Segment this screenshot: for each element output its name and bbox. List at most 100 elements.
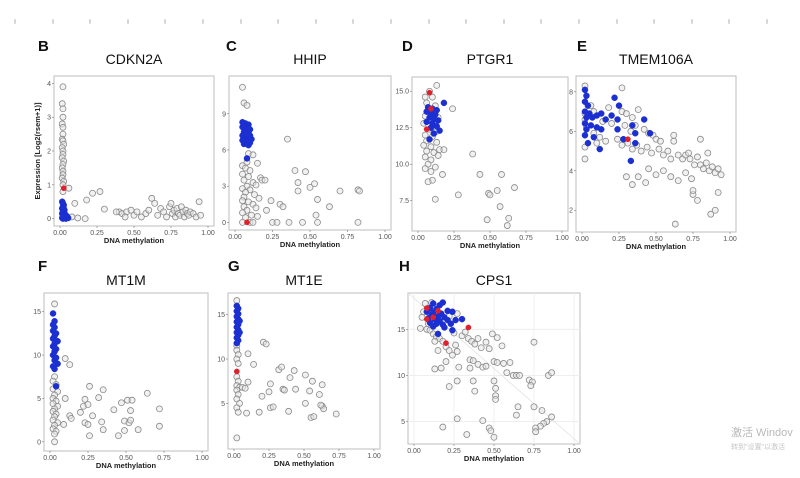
data-point-blue: [436, 127, 443, 134]
x-tick-label: 0.75: [164, 230, 178, 237]
data-point-grey: [269, 403, 277, 411]
data-point-grey: [59, 123, 67, 131]
x-tick-label: 1.00: [723, 236, 737, 243]
y-tick-label: 12.5: [395, 125, 409, 132]
data-point-grey: [648, 149, 655, 157]
data-point-grey: [702, 159, 710, 167]
x-tick-label: 0.00: [411, 235, 425, 242]
data-point-blue: [596, 145, 604, 153]
x-tick-label: 0.75: [341, 234, 355, 241]
data-point-grey: [699, 165, 707, 173]
panel-letter: F: [38, 258, 48, 275]
data-point-grey: [163, 213, 170, 221]
panel-letter: E: [577, 38, 588, 55]
data-point-grey: [84, 421, 92, 428]
y-tick-label: 5: [37, 396, 41, 403]
data-point-grey: [469, 377, 477, 385]
data-point-grey: [249, 218, 257, 226]
data-point-grey: [708, 163, 716, 171]
data-point-grey: [431, 365, 439, 373]
data-point-blue: [597, 126, 605, 133]
chart-title: MT1E: [285, 272, 323, 288]
chart-title: CDKN2A: [105, 51, 163, 67]
data-point-red: [465, 324, 472, 331]
data-point-grey: [664, 147, 672, 155]
x-tick-label: 0.00: [575, 236, 589, 243]
top-dashed-separator: [0, 19, 800, 25]
data-point-grey: [485, 345, 493, 353]
y-tick-label: 6: [569, 129, 573, 136]
data-point-grey: [488, 330, 496, 338]
data-point-grey: [433, 81, 441, 89]
data-point-grey: [420, 141, 428, 149]
data-point-grey: [581, 155, 589, 163]
y-tick-label: 10: [217, 357, 225, 364]
data-point-grey: [628, 181, 636, 188]
data-point-blue: [590, 133, 598, 141]
data-point-grey: [86, 432, 93, 440]
separator-dash: [14, 19, 16, 24]
data-point-grey: [255, 194, 263, 202]
data-point-grey: [197, 211, 205, 219]
panel-b: B CDKN2A 0.00 0.25 0.50 0.75 1.00 0 1 2 3 4 DNA me…: [0, 0, 230, 250]
data-point-grey: [273, 218, 281, 226]
data-point-blue: [614, 126, 621, 133]
data-point-grey: [667, 155, 675, 163]
data-point-grey: [634, 173, 642, 181]
data-point-grey: [688, 175, 695, 183]
data-point-grey: [315, 391, 323, 398]
data-point-blue: [447, 320, 455, 328]
y-axis-title: Expression [Log2(rsem+1)]: [33, 102, 42, 199]
data-point-grey: [593, 139, 601, 147]
data-point-grey: [655, 145, 663, 153]
data-point-grey: [234, 360, 242, 367]
data-point-grey: [99, 426, 107, 434]
data-point-grey: [263, 206, 270, 214]
x-axis-title: DNA methylation: [460, 241, 521, 250]
panel-e: E TMEM106A 0.00 0.25 0.50 0.75 1.00 2 4 6 8 DNA m…: [0, 0, 760, 251]
y-tick-label: 5: [401, 419, 405, 426]
data-point-grey: [498, 342, 506, 350]
data-point-grey: [145, 206, 153, 214]
data-point-grey: [115, 432, 122, 440]
data-point-grey: [431, 163, 439, 171]
data-point-grey: [503, 369, 511, 377]
y-tick-label: 2: [569, 208, 573, 215]
data-point-grey: [717, 171, 725, 179]
data-point-grey: [660, 167, 667, 175]
data-point-blue: [581, 132, 589, 139]
data-point-grey: [424, 178, 432, 186]
data-point-grey: [714, 189, 722, 196]
data-point-grey: [421, 153, 429, 161]
x-tick-label: 0.75: [686, 236, 700, 243]
data-point-grey: [714, 165, 722, 173]
data-point-grey: [674, 177, 682, 185]
y-tick-label: 4: [569, 168, 573, 175]
data-point-grey: [110, 406, 118, 414]
data-point-grey: [291, 167, 299, 174]
x-axis-title: DNA methylation: [96, 461, 157, 470]
x-tick-label: 0.25: [447, 448, 461, 455]
data-point-grey: [314, 196, 321, 203]
separator-dash: [465, 19, 468, 24]
data-point-blue: [629, 122, 636, 129]
x-tick-label: 0.50: [487, 448, 501, 455]
y-tick-label: 7.5: [399, 198, 409, 205]
data-point-grey: [240, 176, 248, 184]
data-point-grey: [498, 171, 505, 178]
data-point-grey: [59, 113, 67, 121]
data-point-blue: [449, 308, 456, 316]
data-point-grey: [51, 300, 58, 308]
data-point-grey: [671, 220, 679, 228]
x-tick-label: 0.00: [228, 234, 242, 241]
data-point-grey: [89, 412, 96, 420]
data-point-grey: [280, 386, 288, 394]
data-point-grey: [143, 389, 151, 397]
x-axis-title: DNA methylation: [104, 236, 165, 245]
y-tick-label: 15: [33, 309, 41, 316]
data-point-grey: [61, 395, 69, 402]
separator-dash: [766, 19, 768, 24]
data-point-grey: [503, 222, 511, 229]
